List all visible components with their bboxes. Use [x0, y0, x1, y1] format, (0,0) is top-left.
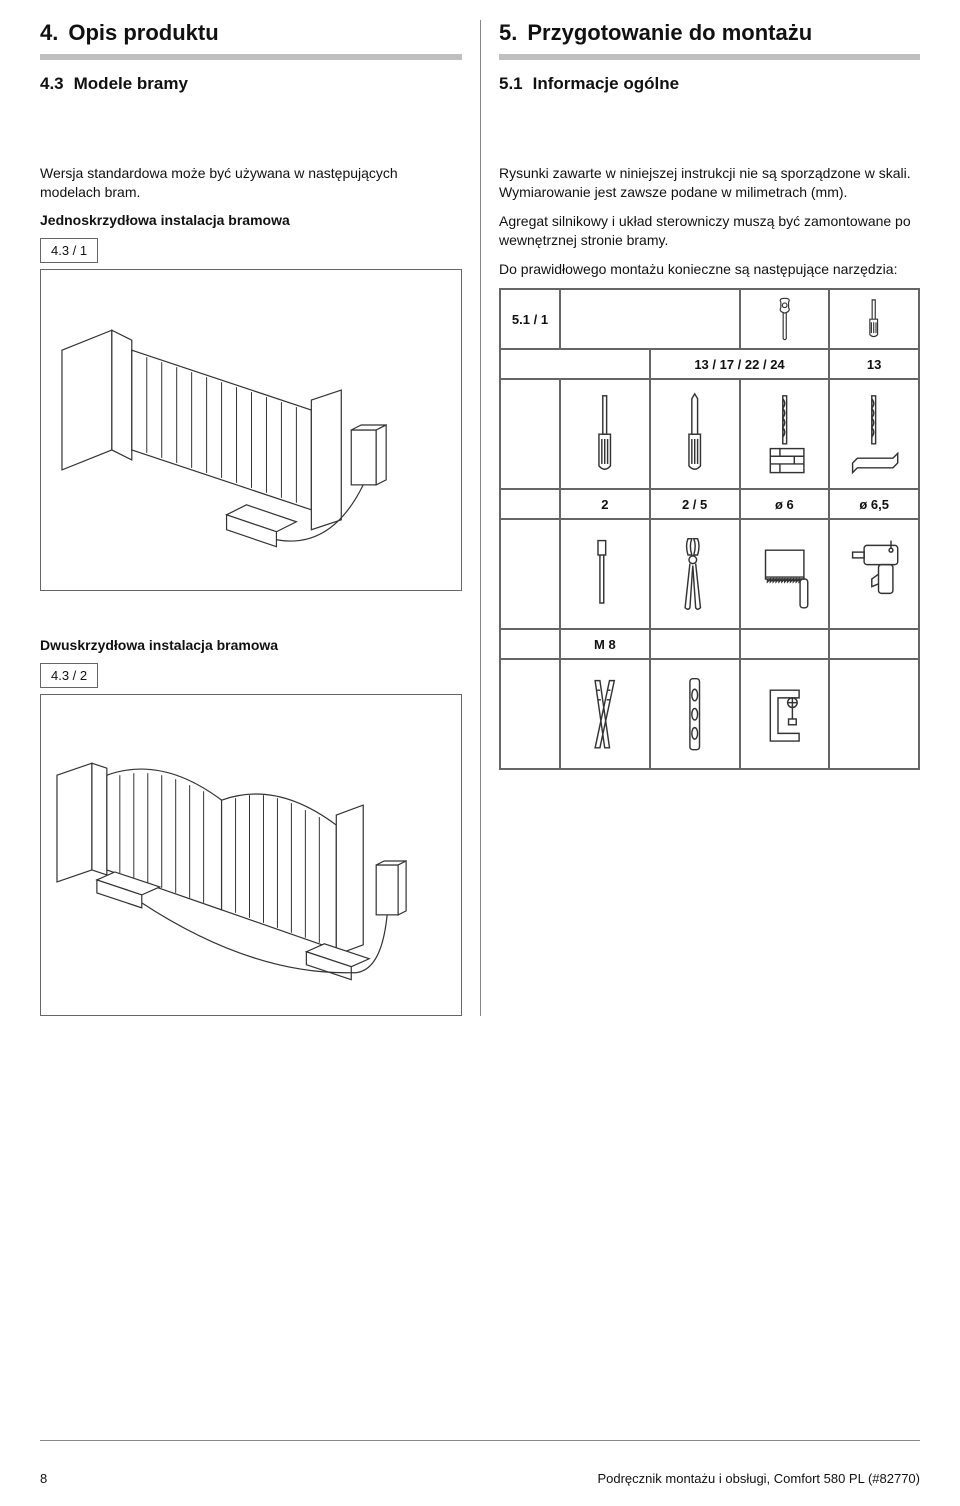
level-icon: [650, 659, 740, 769]
label-o6-5: ø 6,5: [829, 489, 919, 519]
phillips-screwdriver-icon: [650, 379, 740, 489]
tool-empty-7: [650, 629, 740, 659]
masonry-drill-bit-icon: [740, 379, 830, 489]
fig-4-3-2: [40, 694, 462, 1016]
double-gate-label: Dwuskrzydłowa instalacja bramowa: [40, 637, 462, 653]
label-13-17-22-24: 13 / 17 / 22 / 24: [650, 349, 830, 379]
right-sub-num: 5.1: [499, 74, 523, 94]
clamp-icon: [740, 659, 830, 769]
right-subheading: 5.1 Informacje ogólne: [499, 74, 920, 94]
right-sub-title: Informacje ogólne: [533, 74, 679, 94]
wrench-icon: [740, 289, 830, 349]
fig-4-3-2-label: 4.3 / 2: [40, 663, 98, 688]
tool-empty-1: [560, 289, 740, 349]
folding-rule-icon: [560, 659, 650, 769]
tool-empty-11: [829, 659, 919, 769]
left-heading: 4. Opis produktu: [40, 20, 462, 46]
right-para-3: Do prawidłowego montażu konieczne są nas…: [499, 260, 920, 279]
left-heading-num: 4.: [40, 20, 58, 46]
right-heading: 5. Przygotowanie do montażu: [499, 20, 920, 46]
right-divider: [499, 54, 920, 60]
label-2-5: 2 / 5: [650, 489, 740, 519]
left-sub-title: Modele bramy: [74, 74, 188, 94]
tool-empty-8: [740, 629, 830, 659]
label-13: 13: [829, 349, 919, 379]
left-intro-text: Wersja standardowa może być używana w na…: [40, 164, 462, 202]
hex-key-icon: [560, 519, 650, 629]
fig-4-3-1: [40, 269, 462, 591]
left-subheading: 4.3 Modele bramy: [40, 74, 462, 94]
tool-empty-5: [500, 519, 560, 629]
hacksaw-icon: [740, 519, 830, 629]
tool-empty-9: [829, 629, 919, 659]
single-gate-illustration: [52, 278, 451, 582]
right-heading-num: 5.: [499, 20, 517, 46]
footer-page-number: 8: [40, 1471, 47, 1486]
flat-screwdriver-2-icon: [560, 379, 650, 489]
tool-table-label: 5.1 / 1: [500, 289, 560, 349]
tool-empty-2: [500, 349, 650, 379]
right-para-1: Rysunki zawarte w niniejszej instrukcji …: [499, 164, 920, 202]
footer-text: Podręcznik montażu i obsługi, Comfort 58…: [597, 1471, 920, 1486]
fig-4-3-1-label: 4.3 / 1: [40, 238, 98, 263]
metal-drill-bit-icon: [829, 379, 919, 489]
tool-empty-6: [500, 629, 560, 659]
left-sub-num: 4.3: [40, 74, 64, 94]
tool-empty-10: [500, 659, 560, 769]
tool-table: 5.1 / 1 13 / 17 / 22 / 24 13: [499, 288, 920, 770]
pliers-icon: [650, 519, 740, 629]
label-m8: M 8: [560, 629, 650, 659]
drill-icon: [829, 519, 919, 629]
right-heading-title: Przygotowanie do montażu: [527, 20, 812, 46]
tool-empty-4: [500, 489, 560, 519]
label-o6: ø 6: [740, 489, 830, 519]
single-gate-label: Jednoskrzydłowa instalacja bramowa: [40, 212, 462, 228]
right-para-2: Agregat silnikowy i układ sterowniczy mu…: [499, 212, 920, 250]
label-2: 2: [560, 489, 650, 519]
flat-screwdriver-icon: [829, 289, 919, 349]
double-gate-illustration: [52, 703, 451, 1007]
tool-empty-3: [500, 379, 560, 489]
footer-divider: [40, 1440, 920, 1441]
left-heading-title: Opis produktu: [68, 20, 218, 46]
left-divider: [40, 54, 462, 60]
